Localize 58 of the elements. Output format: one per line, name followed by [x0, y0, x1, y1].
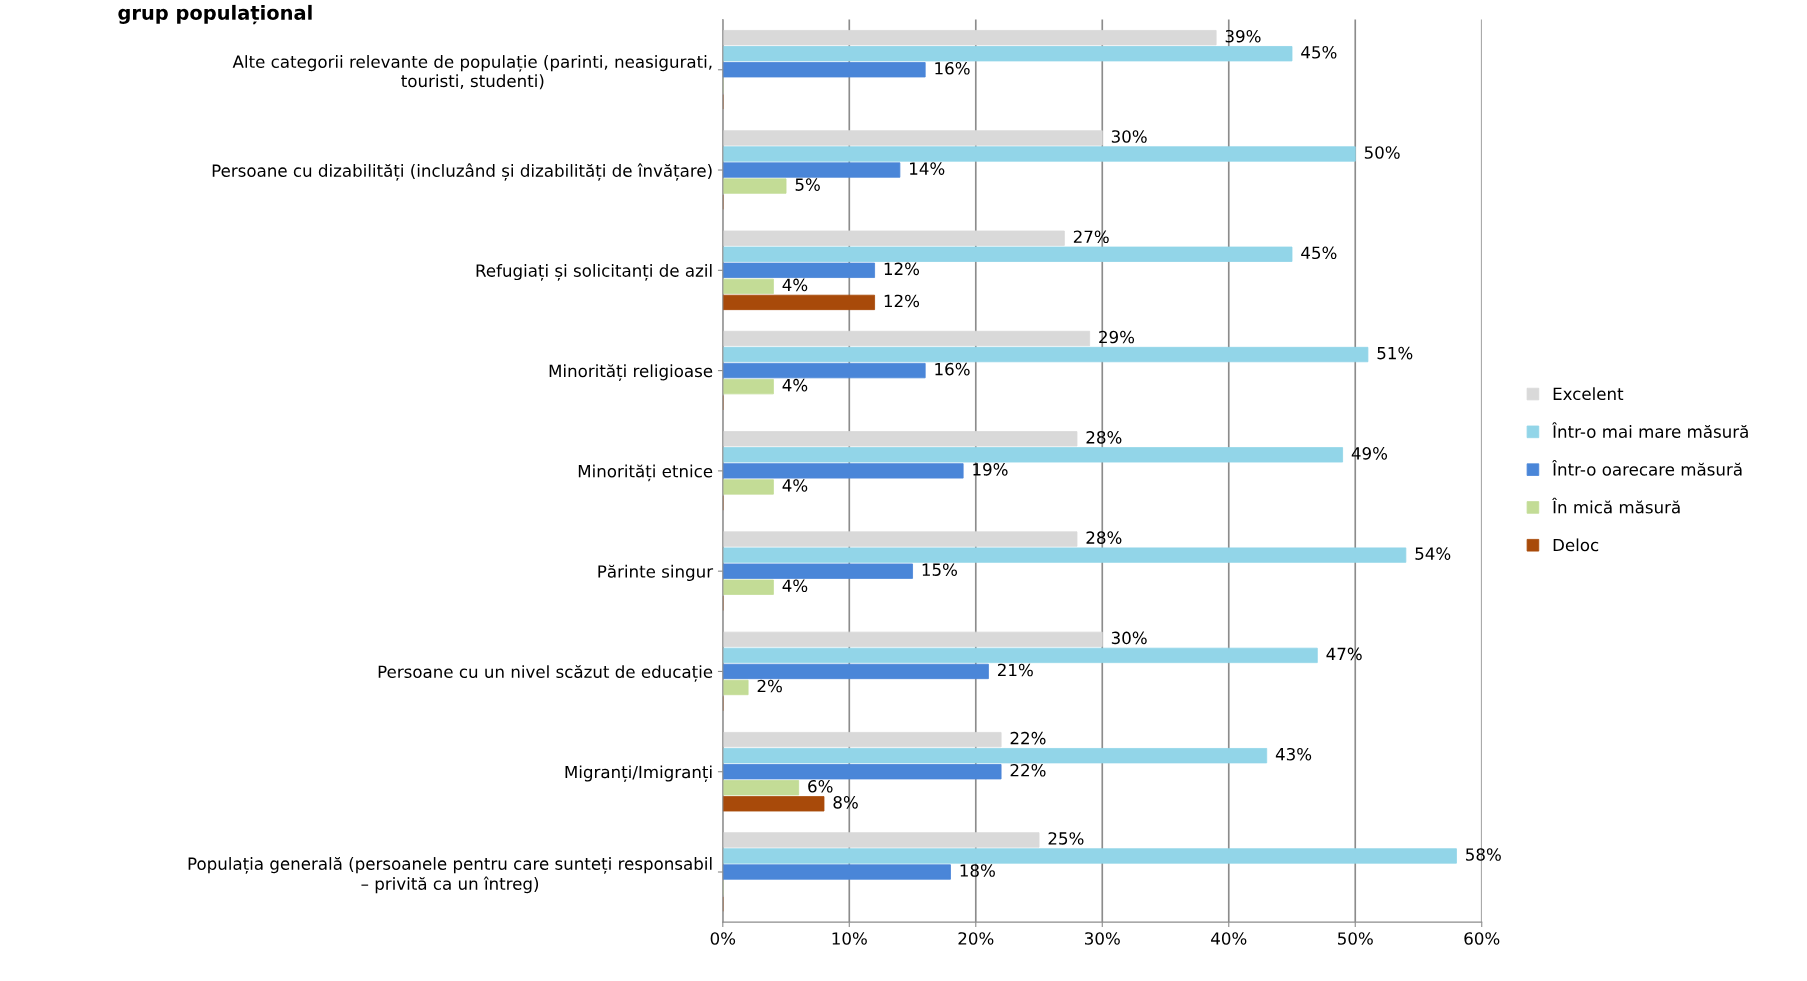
- x-tick-label: 10%: [832, 932, 867, 945]
- data-label: 30%: [1111, 631, 1147, 645]
- x-tick-label: 30%: [1085, 932, 1120, 945]
- data-label: 4%: [782, 479, 808, 492]
- data-label: 14%: [910, 162, 945, 175]
- data-label: 22%: [1010, 731, 1046, 745]
- y-tick-label: Persoane cu un nivel scăzut de educație: [378, 665, 713, 682]
- data-label: 16%: [935, 362, 970, 376]
- data-label: 51%: [1377, 346, 1413, 360]
- data-label: 28%: [1086, 531, 1122, 544]
- data-label: 39%: [1225, 29, 1261, 43]
- data-label: 43%: [1275, 747, 1312, 761]
- data-label: 45%: [1301, 246, 1337, 260]
- data-label: 6%: [808, 779, 833, 793]
- y-tick-label: Populația generală (persoanele pentru care sunteți responsabil – privită ca un întreg): [188, 856, 712, 894]
- data-label: 8%: [833, 796, 858, 809]
- data-label: 4%: [782, 378, 808, 392]
- data-label: 12%: [884, 262, 920, 276]
- y-tick-label: Alte categorii relevante de populație (parinti, neasigurati, touristi, studenti): [232, 55, 712, 90]
- x-tick-label: 60%: [1464, 932, 1500, 945]
- data-label: 49%: [1351, 447, 1388, 460]
- data-label: 25%: [1048, 832, 1084, 845]
- legend-label: Într-o oarecare măsură: [1552, 460, 1742, 476]
- data-label: 28%: [1086, 431, 1122, 444]
- data-label: 15%: [922, 563, 957, 576]
- data-label: 16%: [935, 61, 970, 75]
- data-label: 2%: [757, 679, 782, 693]
- text: grup populațional: [118, 4, 312, 25]
- data-label: 50%: [1364, 146, 1400, 159]
- x-tick-label: 20%: [958, 932, 994, 945]
- legend-label: Deloc: [1553, 538, 1599, 552]
- data-label: 21%: [997, 663, 1033, 677]
- data-label: 45%: [1301, 45, 1337, 59]
- y-tick-label: Persoane cu dizabilități (incluzând și dizabilități de învățare): [212, 163, 712, 181]
- y-tick-label: Refugiați și solicitanți de azil: [476, 263, 712, 281]
- y-tick-label: Părinte singur: [598, 564, 714, 581]
- legend-label: Într-o mai mare măsură: [1552, 422, 1748, 438]
- data-label: 27%: [1073, 230, 1109, 244]
- data-label: 19%: [973, 463, 1008, 476]
- data-label: 58%: [1466, 848, 1501, 861]
- legend-label: În mică măsură: [1552, 497, 1680, 514]
- data-label: 29%: [1099, 330, 1135, 344]
- data-label: 54%: [1415, 547, 1451, 560]
- data-label: 30%: [1111, 130, 1147, 143]
- x-tick-label: 50%: [1338, 932, 1373, 945]
- data-label: 4%: [782, 278, 808, 292]
- data-label: 4%: [782, 579, 808, 593]
- x-tick-label: 40%: [1211, 932, 1247, 945]
- y-tick-label: Minorități etnice: [578, 464, 713, 482]
- data-label: 22%: [1010, 763, 1046, 777]
- data-label: 18%: [960, 864, 995, 877]
- y-tick-label: Minorități religioase: [549, 364, 713, 381]
- data-label: 12%: [884, 294, 920, 308]
- data-label: 47%: [1326, 647, 1362, 661]
- legend-label: Excelent: [1553, 387, 1624, 401]
- y-tick-label: Migranți/Imigranți: [565, 765, 712, 783]
- data-label: 5%: [795, 178, 820, 191]
- x-tick-label: 0%: [710, 932, 736, 945]
